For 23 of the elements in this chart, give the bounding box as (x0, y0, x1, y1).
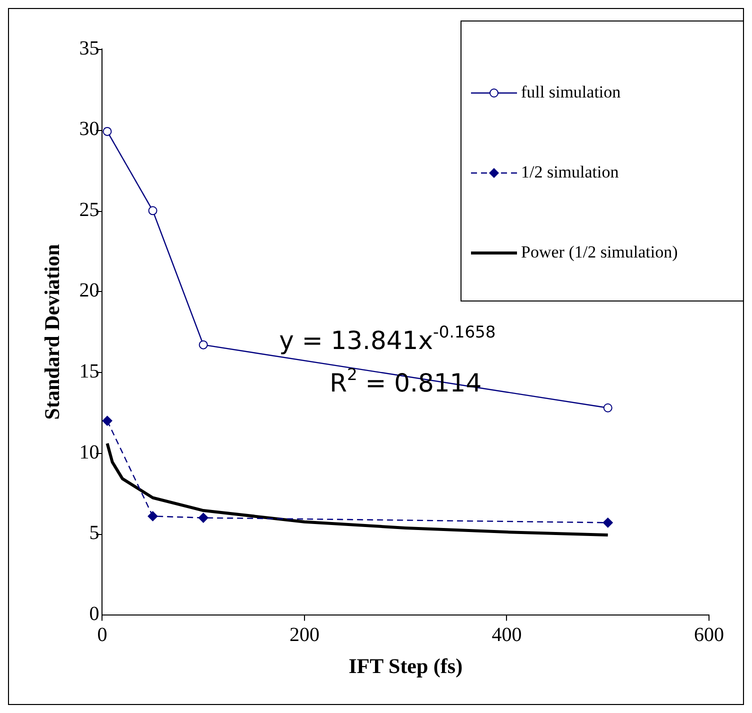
x-tick-label: 200 (289, 624, 320, 646)
y-tick-label: 25 (79, 198, 100, 221)
legend-label: full simulation (521, 82, 622, 102)
y-tick-label: 15 (79, 360, 100, 383)
y-tick-label: 10 (79, 441, 100, 464)
point (198, 340, 208, 350)
y-tick-label: 35 (79, 37, 100, 60)
point (602, 518, 613, 528)
y-tick-label: 30 (79, 118, 100, 140)
point (198, 512, 208, 523)
y-tick-label: 0 (89, 603, 100, 626)
point (603, 403, 612, 412)
x-tick-label: 400 (492, 624, 522, 646)
point (102, 126, 112, 136)
y-axis-title: Standard Deviation (40, 244, 64, 420)
legend-label: 1/2 simulation (521, 162, 620, 182)
point (148, 511, 158, 522)
x-tick-label: 600 (694, 624, 724, 646)
point (102, 416, 112, 426)
legend-label: Power (1/2 simulation) (521, 242, 678, 262)
y-tick-label: 20 (79, 280, 100, 302)
point (148, 206, 158, 216)
x-axis-title: IFT Step (fs) (348, 654, 463, 678)
